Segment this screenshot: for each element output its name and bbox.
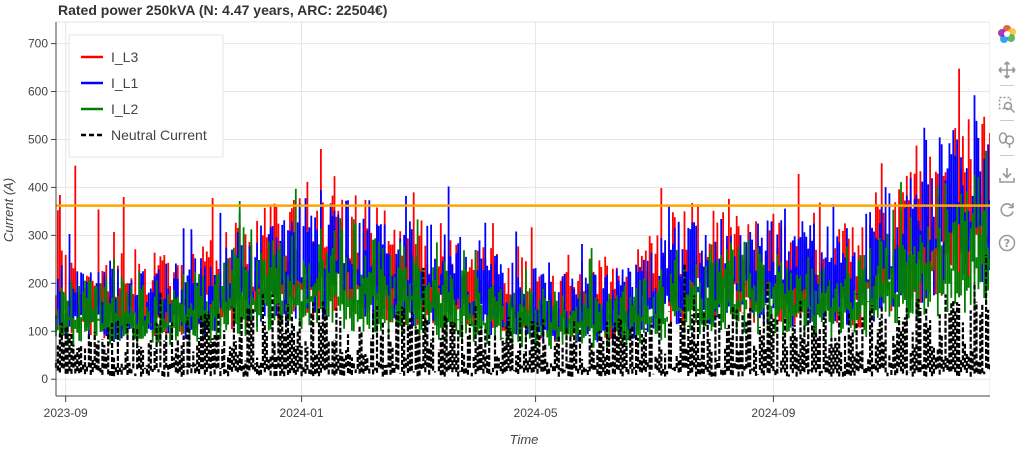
y-tick-label: 100 xyxy=(28,324,48,338)
pan-icon[interactable] xyxy=(996,59,1018,81)
x-tick-label: 2024-05 xyxy=(514,406,558,420)
legend: I_L3 I_L1 I_L2 Neutral Current xyxy=(68,34,224,158)
y-tick-label: 600 xyxy=(28,85,48,99)
x-tick-label: 2024-09 xyxy=(751,406,795,420)
reset-icon[interactable] xyxy=(996,199,1018,221)
line-chart[interactable]: 0 100 200 300 400 500 600 700 2023-09 2024-01 2024… xyxy=(0,0,990,450)
y-tick-label: 700 xyxy=(28,37,48,51)
box-zoom-icon[interactable] xyxy=(996,94,1018,116)
y-axis-label: Current (A) xyxy=(1,178,16,242)
x-axis-label: Time xyxy=(510,432,539,447)
axes: 0 100 200 300 400 500 600 700 2023-09 2024-01 2024… xyxy=(28,22,990,420)
y-tick-label: 400 xyxy=(28,180,48,194)
svg-text:?: ? xyxy=(1004,237,1010,250)
legend-box xyxy=(68,34,224,158)
y-tick-label: 300 xyxy=(28,228,48,242)
wheel-zoom-icon[interactable] xyxy=(996,129,1018,151)
y-tick-label: 200 xyxy=(28,276,48,290)
save-icon[interactable] xyxy=(996,164,1018,186)
x-tick-label: 2023-09 xyxy=(44,406,88,420)
y-tick-label: 0 xyxy=(41,372,48,386)
series-layer xyxy=(54,68,990,377)
legend-label: I_L3 xyxy=(111,49,138,65)
legend-label: I_L1 xyxy=(111,75,138,91)
x-tick-label: 2024-01 xyxy=(280,406,324,420)
help-icon[interactable]: ? xyxy=(996,232,1018,254)
y-tick-label: 500 xyxy=(28,132,48,146)
legend-label: I_L2 xyxy=(111,101,138,117)
legend-label: Neutral Current xyxy=(111,127,207,143)
chart-title: Rated power 250kVA (N: 4.47 years, ARC: … xyxy=(58,2,388,18)
bokeh-logo-icon[interactable] xyxy=(996,23,1018,45)
